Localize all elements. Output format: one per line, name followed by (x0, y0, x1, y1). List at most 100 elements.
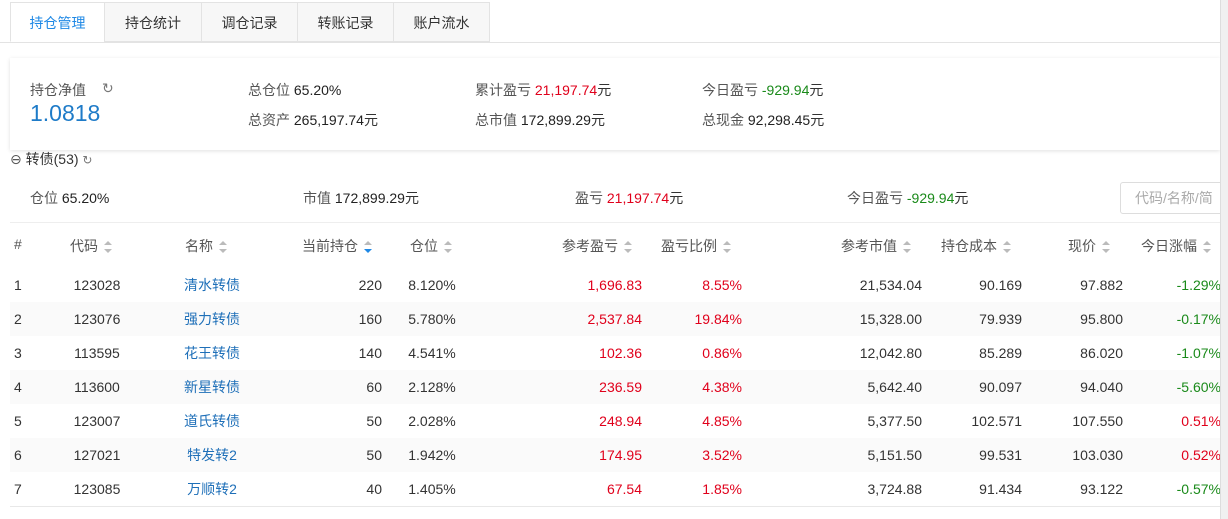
cell: 0.51% (1181, 413, 1221, 429)
value: 172,899.29 (520, 112, 591, 128)
cell: 103.030 (1072, 447, 1123, 463)
column-header[interactable]: 参考市值 (841, 236, 911, 256)
sort-icon[interactable] (219, 241, 227, 254)
cell: 1,696.83 (587, 277, 643, 293)
bond-name-link[interactable]: 特发转2 (187, 447, 237, 463)
value: -929.94 (761, 82, 810, 98)
cell: 40 (366, 481, 382, 497)
bond-name-link[interactable]: 道氏转债 (184, 413, 240, 429)
cell: 0.86% (702, 345, 742, 361)
search-input[interactable]: 代码/名称/简 (1120, 182, 1228, 214)
cell: 12,042.80 (859, 345, 922, 361)
bond-name-link[interactable]: 清水转债 (184, 277, 240, 293)
cell: 94.040 (1080, 379, 1123, 395)
sort-icon[interactable] (1203, 241, 1211, 254)
cell: -5.60% (1176, 379, 1221, 395)
cell: 236.59 (599, 379, 642, 395)
cell: 60 (366, 379, 382, 395)
column-header[interactable]: 名称 (185, 236, 227, 256)
cell: 79.939 (979, 311, 1022, 327)
summary-item: 今日盈亏 -929.94元 (702, 80, 823, 100)
refresh-icon[interactable]: ↻ (82, 153, 93, 167)
sort-icon[interactable] (364, 241, 372, 254)
value: 92,298.45 (747, 112, 811, 128)
unit: 元 (404, 190, 419, 206)
tab[interactable]: 转账记录 (297, 2, 394, 42)
table-row: 2 123076 强力转债 160 5.780% 2,537.84 19.84% 15,328… (10, 302, 1221, 337)
cell: 3 (14, 345, 22, 361)
table-row: 4 113600 新星转债 60 2.128% 236.59 4.38% 5,642.40 90… (10, 370, 1221, 405)
cell: 1 (14, 277, 22, 293)
header-text: 当前持仓 (302, 238, 358, 254)
tab[interactable]: 持仓统计 (104, 2, 202, 42)
group-stat: 仓位 65.20% (30, 188, 109, 208)
cell: 248.94 (599, 413, 642, 429)
sort-icon[interactable] (1003, 241, 1011, 254)
bond-name-link[interactable]: 花王转债 (184, 345, 240, 361)
column-header[interactable]: 持仓成本 (941, 236, 1011, 256)
bond-name-link[interactable]: 强力转债 (184, 311, 240, 327)
column-header[interactable]: 现价 (1068, 236, 1110, 256)
tab[interactable]: 调仓记录 (201, 2, 298, 42)
cell: 3.52% (702, 447, 742, 463)
cell: 4.38% (702, 379, 742, 395)
cell: 4 (14, 379, 22, 395)
cell: 6 (14, 447, 22, 463)
collapse-icon[interactable]: ⊖ (10, 151, 22, 167)
cell: 113600 (74, 379, 120, 395)
tab[interactable]: 账户流水 (393, 2, 490, 42)
cell: 95.800 (1080, 311, 1123, 327)
tab[interactable]: 持仓管理 (10, 2, 105, 42)
sort-icon[interactable] (723, 241, 731, 254)
group-stat: 盈亏 21,197.74元 (575, 188, 683, 208)
cell: 90.169 (979, 277, 1022, 293)
unit: 元 (590, 112, 605, 128)
sort-icon[interactable] (624, 241, 632, 254)
column-header[interactable]: 仓位 (410, 236, 452, 256)
cell: 2,537.84 (587, 311, 643, 327)
cell: 2 (14, 311, 22, 327)
cell: 123085 (73, 481, 121, 497)
header-text: 持仓成本 (941, 238, 997, 254)
cell: 113595 (74, 345, 120, 361)
bond-name-link[interactable]: 万顺转2 (187, 481, 237, 497)
cell: -0.57% (1176, 481, 1221, 497)
sort-icon[interactable] (104, 241, 112, 254)
table-row: 6 127021 特发转2 50 1.942% 174.95 3.52% 5,151.50 99… (10, 438, 1221, 473)
column-header[interactable]: 当前持仓 (302, 236, 372, 256)
group-header: ⊖ 转债(53) ↻ (10, 150, 92, 169)
cell: 91.434 (979, 481, 1022, 497)
cell: 123007 (73, 413, 121, 429)
bond-name-link[interactable]: 新星转债 (184, 379, 240, 395)
cell: 90.097 (979, 379, 1022, 395)
cell: 140 (358, 345, 382, 361)
cell: 220 (358, 277, 382, 293)
unit: 元 (597, 82, 612, 98)
cell: 1.942% (408, 447, 456, 463)
cell: 5.780% (408, 311, 456, 327)
cell: 123028 (73, 277, 121, 293)
sort-icon[interactable] (444, 241, 452, 254)
table-row: 7 123085 万顺转2 40 1.405% 67.54 1.85% 3,724.88 91.… (10, 472, 1221, 507)
header-text: 名称 (185, 238, 213, 254)
cell: 127021 (73, 447, 121, 463)
summary-item: 总市值 172,899.29元 (475, 110, 605, 130)
sort-icon[interactable] (903, 241, 911, 254)
column-header[interactable]: 盈亏比例 (661, 236, 731, 256)
column-header[interactable]: 代码 (70, 236, 112, 256)
sort-icon[interactable] (1102, 241, 1110, 254)
value: -929.94 (906, 190, 955, 206)
column-header: # (14, 236, 22, 252)
unit: 元 (810, 112, 825, 128)
cell: 93.122 (1080, 481, 1123, 497)
cell: 7 (14, 481, 22, 497)
summary-item: 总资产 265,197.74元 (248, 110, 378, 130)
nav-label: 持仓净值 (30, 82, 86, 98)
unit: 元 (954, 190, 969, 206)
header-text: 盈亏比例 (661, 238, 717, 254)
column-header[interactable]: 参考盈亏 (562, 236, 632, 256)
column-header[interactable]: 今日涨幅 (1141, 236, 1211, 256)
cell: 99.531 (979, 447, 1022, 463)
group-title: 转债(53) (25, 151, 79, 167)
refresh-icon[interactable]: ↻ (102, 80, 114, 96)
